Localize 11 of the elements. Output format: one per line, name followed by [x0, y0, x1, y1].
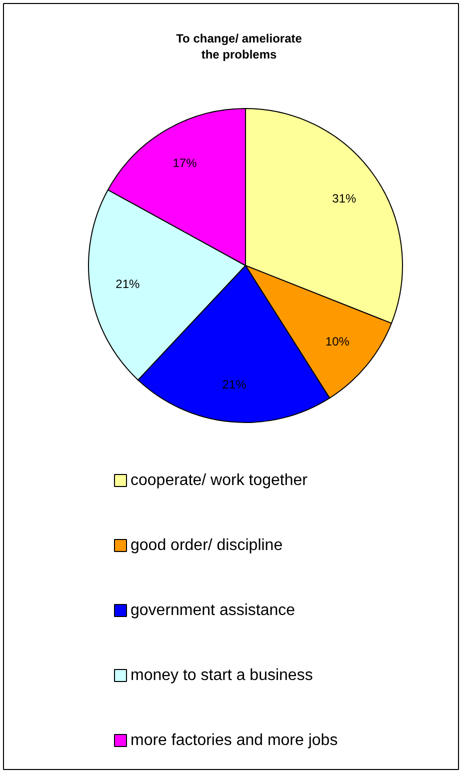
data-label: 21%: [222, 377, 247, 392]
legend-label: more factories and more jobs: [130, 732, 338, 749]
legend-label: money to start a business: [130, 667, 313, 684]
data-label: 10%: [325, 334, 350, 349]
data-label: 21%: [116, 277, 140, 292]
legend-label: government assistance: [130, 602, 296, 619]
chart-title: To change/ ameliorate the problems: [176, 32, 302, 62]
legend-label: cooperate/ work together: [130, 472, 308, 489]
data-label: 17%: [172, 156, 198, 170]
data-label: 31%: [332, 191, 357, 206]
legend-label: good order/ discipline: [130, 537, 283, 554]
